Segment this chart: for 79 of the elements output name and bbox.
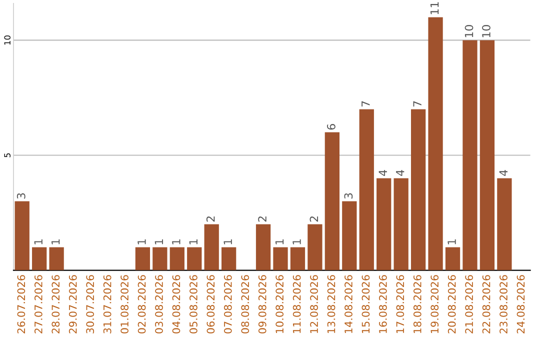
x-tick-label: 09.08.2026 xyxy=(258,275,266,334)
x-tick-label: 30.07.2026 xyxy=(86,275,94,334)
bar xyxy=(135,247,150,270)
data-label: 4 xyxy=(378,170,387,176)
data-label: 10 xyxy=(482,24,490,38)
data-label: 2 xyxy=(258,216,266,222)
x-tick-label: 31.07.2026 xyxy=(103,275,112,334)
x-tick-label: 16.08.2026 xyxy=(379,275,387,333)
x-tick-label: 02.08.2026 xyxy=(138,275,146,334)
data-label: 10 xyxy=(464,24,474,38)
bar xyxy=(308,224,322,270)
bar xyxy=(462,40,478,270)
x-tick-label: 03.08.2026 xyxy=(155,275,163,334)
data-label: 11 xyxy=(430,2,439,14)
bar xyxy=(222,247,236,270)
x-tick-label: 24.08.2026 xyxy=(516,275,525,334)
data-label: 2 xyxy=(206,216,215,222)
x-tick-label: 19.08.2026 xyxy=(430,275,439,333)
x-tick-label: 14.08.2026 xyxy=(344,275,352,333)
bar xyxy=(324,132,340,270)
data-label: 1 xyxy=(154,239,163,244)
data-label: 3 xyxy=(16,193,26,199)
data-label: 3 xyxy=(344,193,353,199)
bar xyxy=(342,201,357,270)
bar xyxy=(497,178,512,270)
bar xyxy=(410,109,426,270)
x-tick-label: 15.08.2026 xyxy=(362,275,370,333)
bar xyxy=(394,178,408,270)
x-tick-label: 27.07.2026 xyxy=(34,275,42,334)
bar xyxy=(359,109,374,270)
bar xyxy=(256,224,271,270)
bar xyxy=(170,247,184,270)
bar xyxy=(480,40,495,270)
bar xyxy=(376,178,392,270)
x-tick-label: 13.08.2026 xyxy=(327,275,336,333)
data-label: 4 xyxy=(396,170,404,176)
x-tick-label: 07.08.2026 xyxy=(224,275,232,334)
bar xyxy=(187,247,202,270)
x-tick-label: 04.08.2026 xyxy=(172,275,180,334)
data-label: 1 xyxy=(189,239,198,244)
data-label: 7 xyxy=(413,101,422,106)
x-tick-label: 29.07.2026 xyxy=(68,275,77,334)
data-label: 6 xyxy=(327,124,336,130)
data-label: 1 xyxy=(275,239,284,244)
bar xyxy=(14,201,30,270)
x-tick-label: 22.08.2026 xyxy=(482,275,490,334)
x-tick-label: 21.08.2026 xyxy=(465,275,474,334)
bar xyxy=(152,247,168,270)
x-tick-label: 20.08.2026 xyxy=(448,275,456,334)
bar xyxy=(445,247,460,270)
bar xyxy=(290,247,306,270)
bar xyxy=(428,17,443,270)
x-tick-label: 28.07.2026 xyxy=(52,275,60,334)
bar xyxy=(204,224,219,270)
data-label: 1 xyxy=(224,239,232,244)
data-label: 1 xyxy=(172,239,180,244)
data-label: 1 xyxy=(34,239,42,244)
data-label: 7 xyxy=(362,101,370,106)
data-label: 1 xyxy=(448,239,456,244)
x-tick-label: 10.08.2026 xyxy=(276,275,284,333)
y-tick-label: 5 xyxy=(4,153,10,158)
x-tick-label: 06.08.2026 xyxy=(206,275,215,334)
x-tick-label: 11.08.2026 xyxy=(292,275,301,333)
data-label: 1 xyxy=(138,239,146,244)
x-tick-label: 26.07.2026 xyxy=(17,275,26,334)
bar xyxy=(32,247,47,270)
x-tick-label: 17.08.2026 xyxy=(396,275,404,333)
bar xyxy=(273,247,288,270)
data-label: 1 xyxy=(292,239,301,244)
x-tick-label: 18.08.2026 xyxy=(413,275,422,333)
x-tick-label: 05.08.2026 xyxy=(190,275,198,334)
x-tick-label: 12.08.2026 xyxy=(310,275,318,333)
data-label: 1 xyxy=(52,239,60,244)
x-tick-label: 23.08.2026 xyxy=(500,275,508,334)
bar xyxy=(49,247,64,270)
data-label: 2 xyxy=(310,216,318,222)
x-tick-label: 01.08.2026 xyxy=(120,275,128,334)
data-label: 4 xyxy=(499,170,508,176)
x-tick-label: 08.08.2026 xyxy=(241,275,250,334)
